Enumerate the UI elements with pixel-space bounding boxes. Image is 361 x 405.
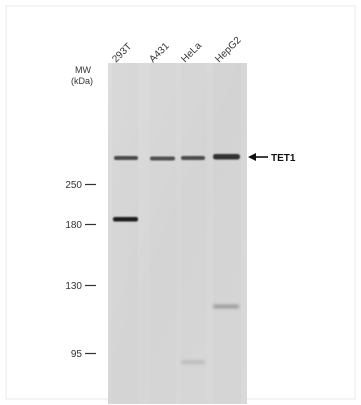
lane-label-a431: A431 bbox=[147, 41, 172, 66]
lane-label-hepg2: HepG2 bbox=[213, 35, 243, 65]
marker-label-180: 180 bbox=[65, 220, 82, 231]
tet1-arrow-head-icon bbox=[248, 153, 256, 161]
lane-label-hela: HeLa bbox=[179, 40, 204, 65]
band-faint-hela bbox=[181, 361, 205, 364]
band-tet1-293t bbox=[114, 156, 138, 160]
band-faint-hepg2 bbox=[213, 305, 239, 308]
mw-markers: 250 180 130 95 bbox=[65, 180, 96, 360]
band-tet1-hela bbox=[181, 156, 205, 160]
mw-label: MW bbox=[75, 65, 91, 75]
marker-label-130: 130 bbox=[65, 281, 82, 292]
lane-streaks bbox=[112, 63, 241, 404]
band-180-293t bbox=[113, 217, 138, 222]
marker-label-250: 250 bbox=[65, 180, 82, 191]
marker-label-95: 95 bbox=[71, 349, 83, 360]
band-tet1-hepg2 bbox=[213, 154, 240, 160]
lane-labels: 293T A431 HeLa HepG2 bbox=[110, 35, 243, 65]
tet1-label: TET1 bbox=[271, 153, 296, 164]
kda-label: (kDa) bbox=[71, 76, 93, 86]
tet1-bands bbox=[114, 154, 240, 161]
lane-label-293t: 293T bbox=[110, 41, 134, 65]
band-tet1-a431 bbox=[150, 156, 175, 161]
blot-membrane bbox=[108, 63, 247, 404]
tet1-annotation: TET1 bbox=[248, 153, 296, 164]
